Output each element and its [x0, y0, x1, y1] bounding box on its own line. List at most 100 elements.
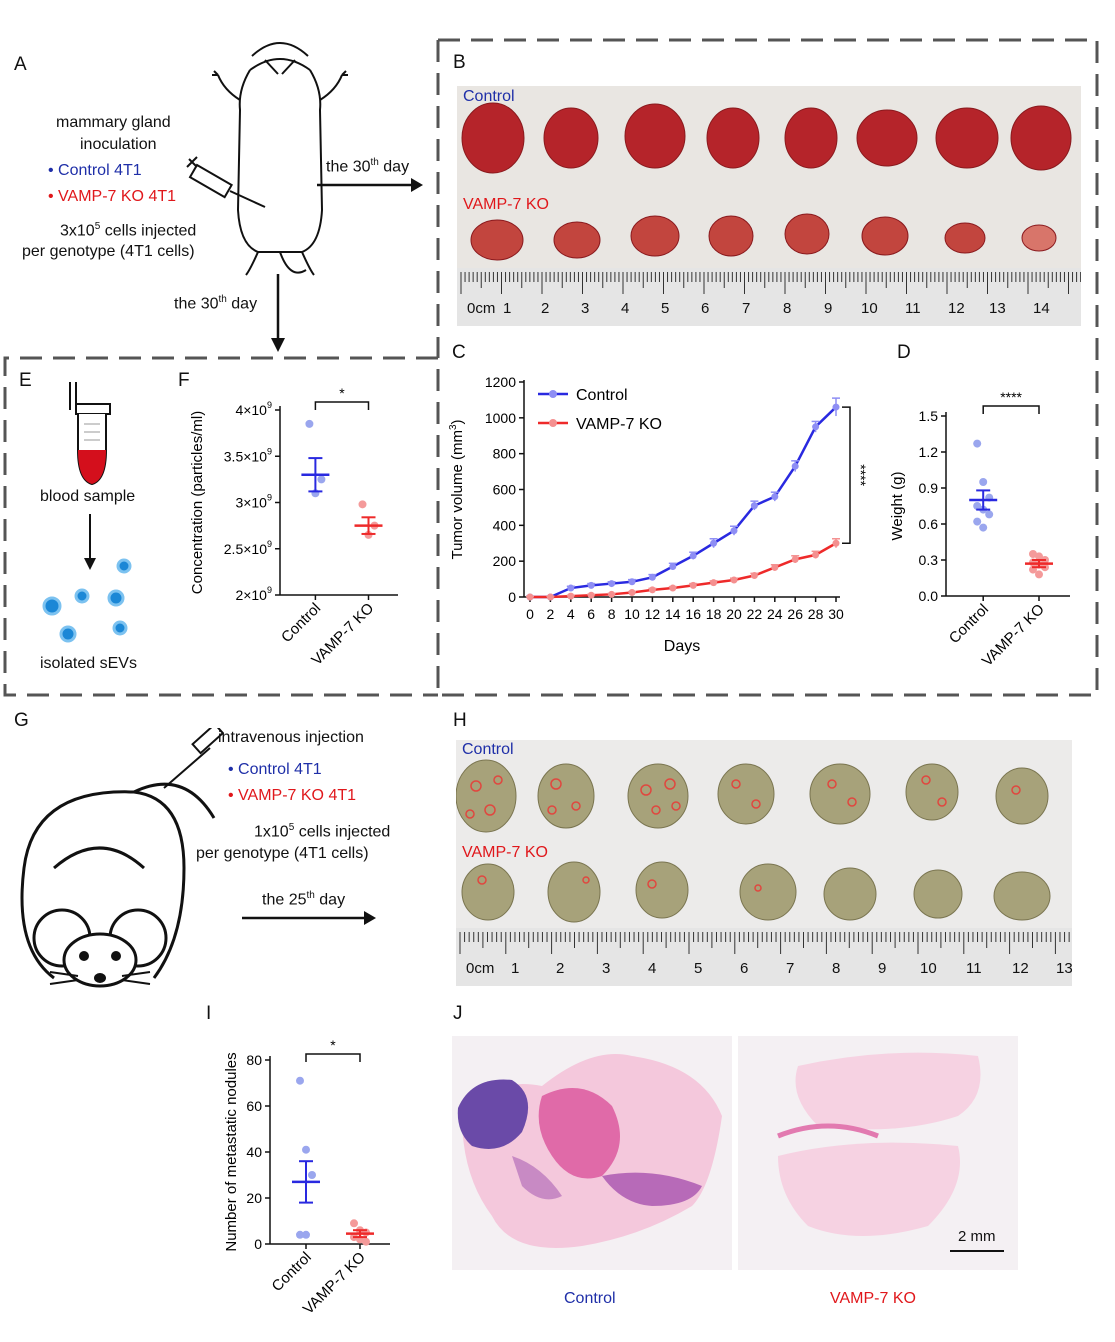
data-point [1035, 552, 1043, 561]
data-point [750, 572, 758, 579]
data-point [791, 462, 799, 470]
lung-photo: Control VAMP-7 KO [456, 740, 1073, 986]
panel-label-j: J [453, 1003, 463, 1024]
y-tick-label: 600 [493, 482, 517, 498]
y-tick-label: 2.5×109 [224, 539, 272, 557]
g-arrow-label: the 25th day [262, 890, 346, 909]
legend-label: VAMP-7 KO [576, 416, 662, 433]
data-point [771, 493, 779, 501]
tumor-specimens [461, 102, 1072, 261]
significance-bracket [305, 1053, 361, 1062]
arrow-down-sevs-icon [84, 514, 96, 570]
significance-bracket [842, 406, 851, 544]
data-point [832, 403, 840, 411]
blood-sample-label: blood sample [40, 488, 136, 505]
panel-label-e: E [19, 370, 32, 391]
chart-f: 2×109 2.5×109 3×109 3.5×109 4×109 Concentrati… [189, 385, 398, 669]
data-point [973, 517, 982, 526]
ruler-b-tick-label: 0cm [467, 300, 496, 317]
tumor-photo: Control VAMP-7 KO 0cm 1 2 3 4 [457, 86, 1081, 326]
ruler-h-tick-label: 9 [878, 960, 887, 977]
ruler-b-tick-label: 10 [861, 300, 878, 317]
data-point [296, 1076, 304, 1085]
ruler-h: 0cm 1 2 3 4 5 6 7 8 9 10 11 12 13 [456, 928, 1073, 986]
y-tick-label: 3.5×109 [224, 446, 272, 464]
panel-label-a: A [14, 54, 27, 75]
inoculation-line2: inoculation [80, 136, 157, 153]
ruler-h-tick-label: 11 [966, 960, 982, 977]
j-ko-label: VAMP-7 KO [830, 1290, 916, 1307]
data-point [608, 580, 616, 588]
y-tick-label: 0.3 [919, 552, 939, 568]
y-tick-label: 3×109 [235, 493, 272, 511]
data-point [689, 581, 697, 589]
histology-control [452, 1036, 732, 1270]
y-tick-label: 0.6 [919, 516, 939, 532]
blood-tube-icon [69, 382, 111, 486]
data-point [567, 584, 575, 592]
data-point [305, 419, 314, 428]
data-point [973, 439, 982, 448]
y-tick-label: 80 [246, 1052, 262, 1068]
data-point [689, 552, 697, 560]
arrow-right-label: the 30th day [326, 157, 410, 176]
data-point [350, 1219, 358, 1228]
data-point [985, 510, 994, 519]
y-tick-label: 2×109 [235, 585, 272, 603]
photo-ko-label: VAMP-7 KO [463, 196, 549, 213]
x-tick-label: 24 [767, 606, 783, 622]
ruler-b-tick-label: 14 [1033, 300, 1050, 317]
y-tick-label: 1.5 [919, 408, 939, 424]
isolated-sevs-label: isolated sEVs [40, 655, 137, 672]
data-point [771, 563, 779, 571]
y-tick-label: 1000 [485, 410, 516, 426]
series-line [530, 542, 837, 599]
lung-specimens [456, 759, 1051, 923]
x-tick-label: Control [278, 600, 324, 646]
data-point [973, 502, 982, 510]
y-axis-label: Concentration (particles/ml) [189, 411, 206, 594]
panel-label-d: D [897, 342, 911, 363]
panel-label-c: C [452, 342, 466, 363]
data-point [710, 579, 718, 587]
arrow-right-icon [317, 178, 423, 192]
ruler-b-ticks [460, 272, 1081, 294]
ruler-h-ticks [459, 932, 1070, 954]
ruler-h-tick-label: 10 [920, 960, 937, 977]
histology-control-section [457, 1054, 722, 1248]
data-point [812, 423, 820, 431]
data-point [302, 1145, 310, 1154]
chart-i: 0 20 40 60 80 Number of metastatic nodules Con… [223, 1037, 390, 1318]
ruler-b-tick-label: 7 [742, 300, 751, 317]
data-point [730, 576, 738, 584]
panel-label-b: B [453, 52, 466, 73]
panel-label-f: F [178, 370, 190, 391]
y-tick-label: 1200 [485, 374, 516, 390]
x-tick-label: 2 [547, 606, 555, 622]
y-tick-label: 20 [246, 1190, 262, 1206]
x-tick-label: 28 [808, 606, 824, 622]
data-point [812, 551, 820, 559]
ruler-h-tick-label: 1 [511, 960, 520, 977]
x-tick-label: 16 [685, 606, 701, 622]
ruler-b-tick-label: 3 [581, 300, 590, 317]
data-point [608, 590, 616, 598]
syringe-icon [186, 156, 266, 208]
arrow-down-icon [271, 274, 285, 352]
y-tick-label: 1.2 [919, 444, 939, 460]
legend-label: Control [576, 387, 628, 404]
mouse-illustration [20, 728, 225, 988]
x-tick-label: Control [269, 1249, 315, 1295]
data-point [567, 592, 575, 600]
y-tick-label: 800 [493, 446, 517, 462]
x-tick-label: 0 [526, 606, 534, 622]
ruler-b-tick-label: 6 [701, 300, 710, 317]
ruler-b-tick-label: 13 [989, 300, 1006, 317]
data-point [791, 555, 799, 563]
g-cells-line2: per genotype (4T1 cells) [196, 845, 369, 862]
ruler-h-tick-label: 8 [832, 960, 841, 977]
cells-injected-line1: 3x105 cells injected [60, 221, 197, 240]
y-axis-label: Tumor volume (mm3) [448, 419, 466, 559]
